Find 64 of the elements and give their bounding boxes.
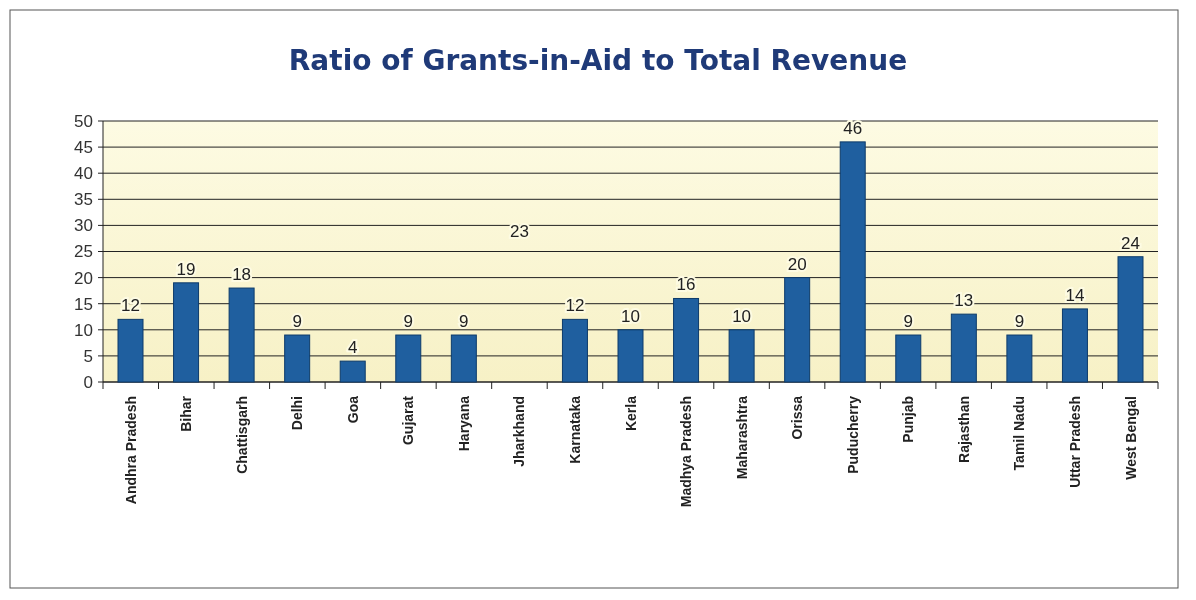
x-tick-label: Madhya Pradesh: [678, 396, 695, 508]
bar: [117, 318, 144, 383]
bar: [1006, 334, 1033, 383]
x-tick-label: Haryana: [455, 395, 472, 452]
data-label: 4: [347, 338, 358, 358]
x-tick-label: Maharashtra: [733, 395, 750, 480]
y-tick-label: 50: [74, 111, 93, 131]
x-tick-label: Punjab: [900, 396, 917, 443]
x-tick-label: Uttar Pradesh: [1066, 396, 1083, 488]
x-tick-label: Delhi: [289, 396, 306, 431]
y-tick-label: 5: [83, 346, 93, 366]
bar: [1117, 256, 1144, 383]
bar: [617, 329, 644, 383]
data-label: 9: [903, 312, 914, 332]
bar: [450, 334, 477, 383]
data-label: 9: [403, 312, 414, 332]
y-tick-label: 45: [74, 138, 93, 158]
y-tick-label: 30: [74, 216, 93, 236]
data-label: 24: [1121, 233, 1140, 253]
data-label: 9: [292, 312, 302, 332]
data-label: 16: [676, 275, 696, 295]
data-label: 46: [843, 118, 863, 138]
y-tick-label: 40: [74, 164, 93, 184]
chart-title: Ratio of Grants-in-Aid to Total Revenue: [288, 44, 908, 77]
bar: [561, 318, 588, 383]
bar: [339, 360, 366, 383]
bar: [950, 313, 977, 383]
bar: [173, 282, 200, 383]
x-tick-label: Rajasthan: [955, 396, 972, 463]
x-tick-label: Chattisgarh: [233, 396, 250, 474]
data-label: 10: [621, 306, 640, 326]
x-tick-label: Tamil Nadu: [1011, 396, 1028, 471]
bar: [395, 334, 422, 383]
data-label: 14: [1065, 285, 1085, 305]
bar: [895, 334, 922, 383]
bar: [284, 334, 311, 383]
x-tick-label: Jharkhand: [511, 396, 528, 467]
bar: [1061, 308, 1088, 383]
y-tick-label: 10: [74, 320, 93, 340]
data-label: 9: [459, 312, 469, 332]
data-label: 20: [787, 254, 807, 274]
y-tick-label: 0: [83, 372, 93, 392]
x-tick-label: Andhra Pradesh: [122, 396, 139, 505]
x-tick-label: Orissa: [789, 395, 806, 440]
data-label: 19: [176, 259, 196, 279]
annotation: 23: [509, 221, 529, 241]
x-tick-label: Gujarat: [400, 395, 417, 446]
x-tick-label: Kerla: [622, 395, 639, 432]
x-tick-label: West Bengal: [1122, 396, 1139, 480]
bar: [839, 141, 866, 383]
x-tick-label: Karnataka: [566, 395, 583, 464]
data-label: 10: [732, 306, 752, 326]
x-tick-label: Bihar: [178, 395, 195, 432]
y-tick-label: 25: [74, 242, 93, 262]
bar: [673, 297, 700, 383]
data-label: 9: [1014, 312, 1025, 332]
y-tick-label: 20: [74, 268, 93, 288]
x-tick-label: Goa: [344, 395, 361, 424]
x-tick-label: Puducherry: [844, 395, 861, 474]
y-tick-label: 15: [74, 294, 93, 314]
bar: [728, 329, 755, 383]
bar: [228, 287, 255, 383]
bar: [784, 277, 811, 383]
y-tick-label: 35: [74, 190, 93, 210]
